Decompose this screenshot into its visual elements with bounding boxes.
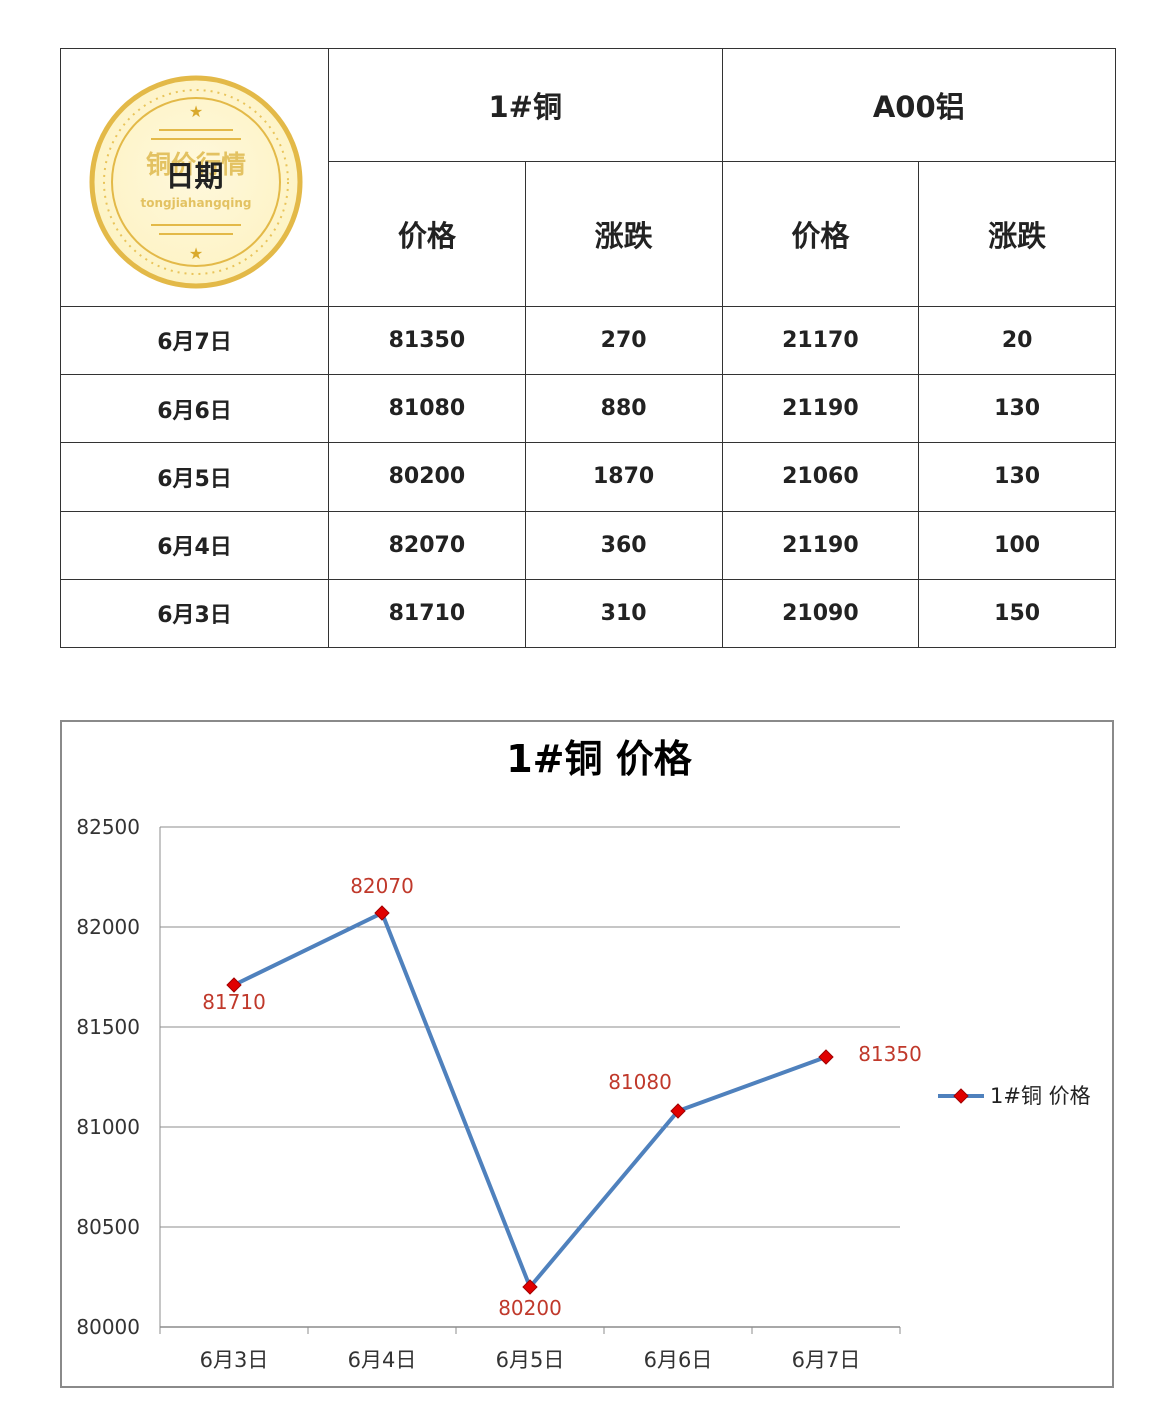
date-header-label: 日期: [165, 159, 224, 194]
data-label: 81710: [202, 990, 266, 1014]
copper-change-cell: 1870: [524, 442, 723, 512]
aluminum-change-cell: 20: [918, 305, 1116, 376]
x-tick-label: 6月6日: [644, 1348, 713, 1372]
chart-title: 1#铜 价格: [506, 737, 693, 781]
aluminum-change-cell: 150: [918, 578, 1116, 649]
aluminum-change-cell: 130: [918, 442, 1116, 512]
data-point: [374, 905, 390, 921]
copper-price-cell: 80200: [328, 442, 526, 512]
legend-label: 1#铜 价格: [990, 1084, 1091, 1108]
y-tick-label: 81500: [76, 1015, 140, 1039]
data-label: 81350: [858, 1042, 922, 1066]
price-table: ★ 铜价行情 tongjiahangqing ★ 日期 1#铜 A00铝 价格 …: [60, 47, 1116, 649]
series-line: [233, 911, 827, 1289]
aluminum-price-cell: 21090: [721, 578, 920, 649]
aluminum-price-cell: 21170: [721, 305, 920, 376]
legend-marker: [953, 1088, 969, 1104]
aluminum-price-header: 价格: [721, 161, 920, 307]
svg-text:★: ★: [189, 102, 203, 121]
copper-price-cell: 81080: [328, 374, 526, 444]
y-tick-label: 80500: [76, 1215, 140, 1239]
x-tick-label: 6月3日: [200, 1348, 269, 1372]
copper-price-cell: 82070: [328, 510, 526, 580]
table-header-row: ★ 铜价行情 tongjiahangqing ★ 日期 1#铜 A00铝: [60, 47, 1116, 307]
aluminum-change-cell: 130: [918, 374, 1116, 444]
x-tick-label: 6月4日: [348, 1348, 417, 1372]
date-cell: 6月6日: [60, 374, 329, 444]
table-subheader-row: 价格 涨跌 价格 涨跌: [61, 161, 1116, 307]
x-tick-label: 6月7日: [792, 1348, 861, 1372]
data-label: 81080: [608, 1070, 672, 1094]
aluminum-change-cell: 100: [918, 510, 1116, 580]
y-tick-label: 82500: [76, 815, 140, 839]
date-cell: 6月7日: [60, 305, 329, 376]
table-row: 6月4日 82070 360 21190 100: [60, 510, 1116, 580]
copper-change-cell: 880: [524, 374, 723, 444]
data-point: [522, 1279, 538, 1295]
group-header-aluminum: A00铝: [721, 47, 1116, 163]
aluminum-price-cell: 21190: [721, 374, 920, 444]
aluminum-change-header: 涨跌: [918, 161, 1116, 307]
y-tick-label: 81000: [76, 1115, 140, 1139]
table-row: 6月7日 81350 270 21170 20: [60, 305, 1116, 376]
x-tick-label: 6月5日: [496, 1348, 565, 1372]
y-tick-label: 80000: [76, 1315, 140, 1339]
y-tick-label: 82000: [76, 915, 140, 939]
copper-change-cell: 270: [524, 305, 723, 376]
seal-text: 铜价行情: [146, 150, 246, 179]
copper-change-cell: 360: [524, 510, 723, 580]
table-row: 6月3日 81710 310 21090 150: [60, 578, 1116, 649]
seal-subtext: tongjiahangqing: [140, 196, 251, 210]
date-cell: 6月4日: [60, 510, 329, 580]
aluminum-price-cell: 21060: [721, 442, 920, 512]
data-label: 82070: [350, 874, 414, 898]
date-header-cell: ★ 铜价行情 tongjiahangqing ★ 日期: [60, 48, 329, 307]
date-cell: 6月3日: [60, 578, 329, 649]
date-cell: 6月5日: [60, 442, 329, 512]
data-label: 80200: [498, 1296, 562, 1320]
svg-text:★: ★: [189, 244, 203, 263]
copper-price-cell: 81710: [328, 578, 526, 649]
seal-logo: ★ 铜价行情 tongjiahangqing ★: [89, 75, 303, 289]
copper-price-header: 价格: [328, 161, 526, 307]
data-point: [818, 1049, 834, 1065]
table-row: 6月5日 80200 1870 21060 130: [60, 442, 1116, 512]
line-chart: 1#铜 价格 80000 80500 81000 81500 82000 82500 6月3…: [76, 737, 1091, 1372]
aluminum-price-cell: 21190: [721, 510, 920, 580]
table-row: 6月6日 81080 880 21190 130: [60, 374, 1116, 444]
data-point: [670, 1103, 686, 1119]
copper-change-cell: 310: [524, 578, 723, 649]
chart-frame: 1#铜 价格 80000 80500 81000 81500 82000 82500 6月3…: [60, 720, 1114, 1388]
data-point: [226, 977, 242, 993]
group-header-copper: 1#铜: [328, 47, 723, 163]
copper-change-header: 涨跌: [524, 161, 723, 307]
copper-price-cell: 81350: [328, 305, 526, 376]
